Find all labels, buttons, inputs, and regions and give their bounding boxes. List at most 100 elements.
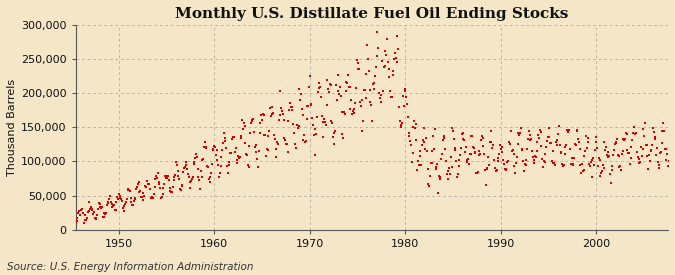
Point (507, 149, 518, 153)
Point (487, 143, 498, 147)
Point (183, 172, 194, 176)
Point (525, 133, 536, 137)
Point (518, 169, 529, 174)
Point (202, 164, 213, 168)
Point (495, 146, 506, 151)
Point (344, 85, 355, 90)
Point (425, 174, 435, 179)
Point (433, 190, 443, 195)
Point (165, 189, 176, 193)
Point (645, 159, 655, 164)
Point (106, 201, 117, 206)
Point (140, 184, 151, 189)
Point (325, 83, 336, 87)
Point (76, 208, 86, 213)
Point (336, 109, 347, 114)
Point (389, 51, 400, 55)
Point (243, 165, 254, 169)
Point (572, 129, 583, 133)
Point (505, 142, 516, 146)
Point (70, 213, 80, 218)
Point (90, 216, 101, 221)
Point (551, 142, 562, 147)
Point (601, 144, 612, 149)
Point (407, 151, 418, 155)
Point (556, 149, 567, 154)
Point (88, 210, 99, 214)
Point (580, 149, 591, 154)
Point (101, 211, 111, 215)
Point (297, 113, 308, 117)
Point (649, 134, 660, 139)
Point (342, 81, 352, 85)
Point (414, 163, 425, 167)
Point (232, 161, 243, 165)
Point (647, 126, 658, 130)
Point (281, 142, 292, 146)
Point (352, 61, 363, 65)
Point (472, 171, 483, 175)
Point (261, 146, 272, 151)
Point (354, 100, 365, 104)
Point (216, 154, 227, 159)
Point (146, 195, 157, 200)
Point (122, 197, 132, 201)
Point (317, 113, 327, 118)
Point (246, 120, 256, 125)
Point (667, 135, 675, 139)
Point (286, 104, 297, 109)
Point (637, 154, 647, 158)
Point (305, 102, 316, 106)
Point (625, 155, 636, 160)
Point (434, 177, 445, 181)
Point (377, 89, 388, 94)
Point (154, 182, 165, 186)
Point (412, 158, 423, 163)
Point (495, 143, 506, 147)
Point (310, 132, 321, 136)
Point (363, 68, 374, 73)
Point (660, 147, 671, 151)
Point (421, 136, 431, 141)
Point (596, 170, 607, 175)
Point (491, 168, 502, 172)
Point (184, 180, 195, 184)
Point (286, 105, 296, 109)
Point (489, 166, 500, 170)
Point (565, 146, 576, 151)
Point (148, 191, 159, 196)
Point (248, 130, 259, 134)
Point (323, 87, 333, 91)
Point (315, 95, 326, 99)
Point (179, 166, 190, 170)
Point (108, 204, 119, 208)
Point (512, 142, 523, 146)
Point (629, 131, 640, 136)
Point (562, 127, 572, 132)
Point (131, 186, 142, 191)
Point (155, 196, 166, 200)
Point (298, 138, 309, 142)
Point (161, 176, 172, 180)
Point (460, 150, 470, 154)
Point (251, 142, 262, 147)
Point (315, 84, 325, 89)
Point (536, 144, 547, 148)
Point (327, 135, 338, 139)
Point (554, 124, 564, 128)
Point (418, 126, 429, 130)
Point (211, 152, 221, 157)
Point (611, 140, 622, 144)
Point (171, 160, 182, 164)
Point (469, 150, 480, 155)
Point (475, 152, 485, 156)
Point (535, 128, 545, 133)
Point (399, 89, 410, 94)
Point (383, 67, 394, 71)
Point (402, 115, 413, 119)
Point (288, 122, 298, 127)
Point (552, 138, 563, 142)
Point (79, 218, 90, 222)
Point (308, 122, 319, 127)
Point (441, 159, 452, 164)
